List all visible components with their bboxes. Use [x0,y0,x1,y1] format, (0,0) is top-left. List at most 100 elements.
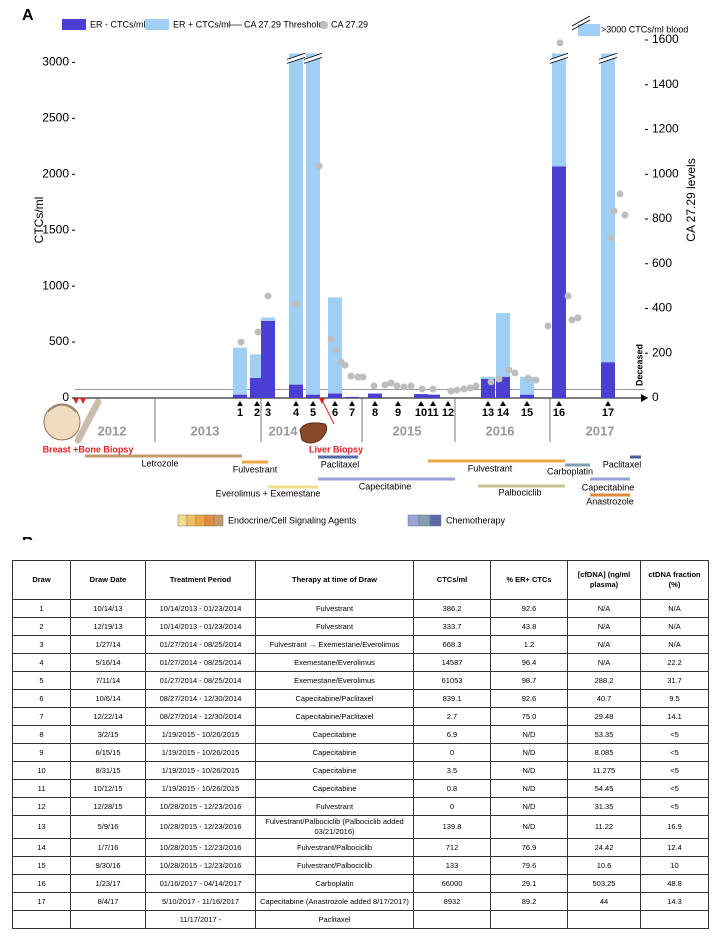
y-tick-label: 2000 [42,166,69,180]
draw-label: 2 [254,407,260,419]
draw-label: 15 [521,407,533,419]
axis-break [304,53,322,64]
bar-segment [368,393,382,398]
draw-arrow [500,401,506,406]
table-row: 12 12/28/15 10/28/2015 - 12/23/2016 Fulvest… [12,797,709,816]
table-cell: 08/27/2014 - 12/30/2014 [145,689,256,708]
ca-point [616,190,624,198]
ca-point [264,292,272,300]
legend-swatch [578,24,600,36]
table-cell: 10/28/2015 - 12/23/2016 [145,838,256,857]
draw-label: 3 [265,407,271,419]
period-label: 2016 [486,423,515,438]
table-cell: 10/6/14 [70,689,146,708]
ca-point [347,372,355,380]
table-cell: 3/2/15 [70,725,146,744]
ca-point [453,386,461,394]
table-cell: 0.8 [413,779,491,798]
axis-break [303,57,323,64]
ca-point [607,234,615,242]
table-cell: 1/7/16 [70,838,146,857]
figure-panel-a: A B CTCs/ml CA 27.29 levels Deceased 050… [22,7,698,540]
table-cell: 10/28/2015 - 12/23/2016 [145,797,256,816]
draw-arrow [418,401,424,406]
deceased-label: Deceased [634,344,644,386]
table-cell: <5 [640,725,709,744]
table-cell [413,910,491,929]
draw-arrow [310,401,316,406]
table-cell: 29.1 [490,874,568,893]
ca-point [429,385,437,393]
ca-point [505,366,513,374]
table-cell: 54.45 [567,779,641,798]
table-cell: 8932 [413,892,491,911]
table-cell: N/D [490,779,568,798]
table-cell: 6.9 [413,725,491,744]
table-row: 2 12/19/13 10/14/2013 - 01/23/2014 Fulvestr… [12,617,709,636]
period-label: 2015 [393,423,422,438]
patient-icon [43,398,102,444]
y2-tick-label: 1600 [652,32,679,46]
table-cell: 31.35 [567,797,641,816]
table-cell: 01/16/2017 - 04/14/2017 [145,874,256,893]
table-cell: N/D [490,797,568,816]
ca-point [568,316,576,324]
treatment-label: Fulvestrant [468,463,513,473]
bar-segment [289,384,303,398]
ca-point [292,300,300,308]
table-cell: 8 [12,725,71,744]
y-tick-label: 2500 [42,110,69,124]
table-cell: 75.0 [490,707,568,726]
table-cell: 333.7 [413,617,491,636]
table-cell: Fulvestrant [255,617,414,636]
ca-point [254,328,262,336]
draw-arrow [293,401,299,406]
table-cell: 16 [12,874,71,893]
axis-break [286,53,306,60]
table-cell: N/A [567,635,641,654]
table-cell: 12.4 [640,838,709,857]
bar-segment [520,394,534,398]
ca-point [621,211,629,219]
table-cell: 10/14/2013 - 01/23/2014 [145,617,256,636]
bar-segment [414,394,428,398]
ca-point [237,338,245,346]
draw-label: 10 [415,407,427,419]
biopsy-line [321,399,335,425]
table-cell: 10/28/2015 - 12/23/2016 [145,856,256,875]
ca-point [332,346,340,354]
table-cell: 1/27/14 [70,635,146,654]
table-cell: Carboplatin [255,874,414,893]
treatment-label: Anastrozole [586,496,634,506]
table-row: 7 12/22/14 08/27/2014 - 12/30/2014 Capecita… [12,707,709,726]
table-cell: 3.5 [413,761,491,780]
table-cell: 1/19/2015 - 10/26/2015 [145,779,256,798]
table-cell: N/A [640,599,709,618]
deceased-arrow [641,394,648,402]
table-header-cell: % ER+ CTCs [490,560,568,600]
legend-swatch [418,514,431,527]
table-cell: 139.8 [413,815,491,839]
table-cell: 40.7 [567,689,641,708]
table-header-cell: CTCs/ml [413,560,491,600]
ca-point [532,376,540,384]
table-cell: N/D [490,725,568,744]
biopsy-label: Breast +Bone Biopsy [43,444,134,454]
bar-segment [250,354,264,378]
draw-label: 8 [372,407,378,419]
period-label: 2014 [269,423,299,438]
table-cell: 0 [413,743,491,762]
table-cell [70,910,146,929]
ca-point [381,381,389,389]
table-cell: 8/4/17 [70,892,146,911]
legend-swatch [186,514,197,527]
table-row: 15 9/30/16 10/28/2015 - 12/23/2016 Fulvestr… [12,856,709,875]
table-cell: <5 [640,779,709,798]
draw-arrow [556,401,562,406]
table-cell: 5/9/16 [70,815,146,839]
table-row: 5 7/11/14 01/27/2014 - 08/25/2014 Exemestan… [12,671,709,690]
draw-label: 12 [442,407,454,419]
bar-segment [601,362,615,398]
ca-point [495,375,503,383]
table-row: 3 1/27/14 01/27/2014 - 08/25/2014 Fulvestra… [12,635,709,654]
